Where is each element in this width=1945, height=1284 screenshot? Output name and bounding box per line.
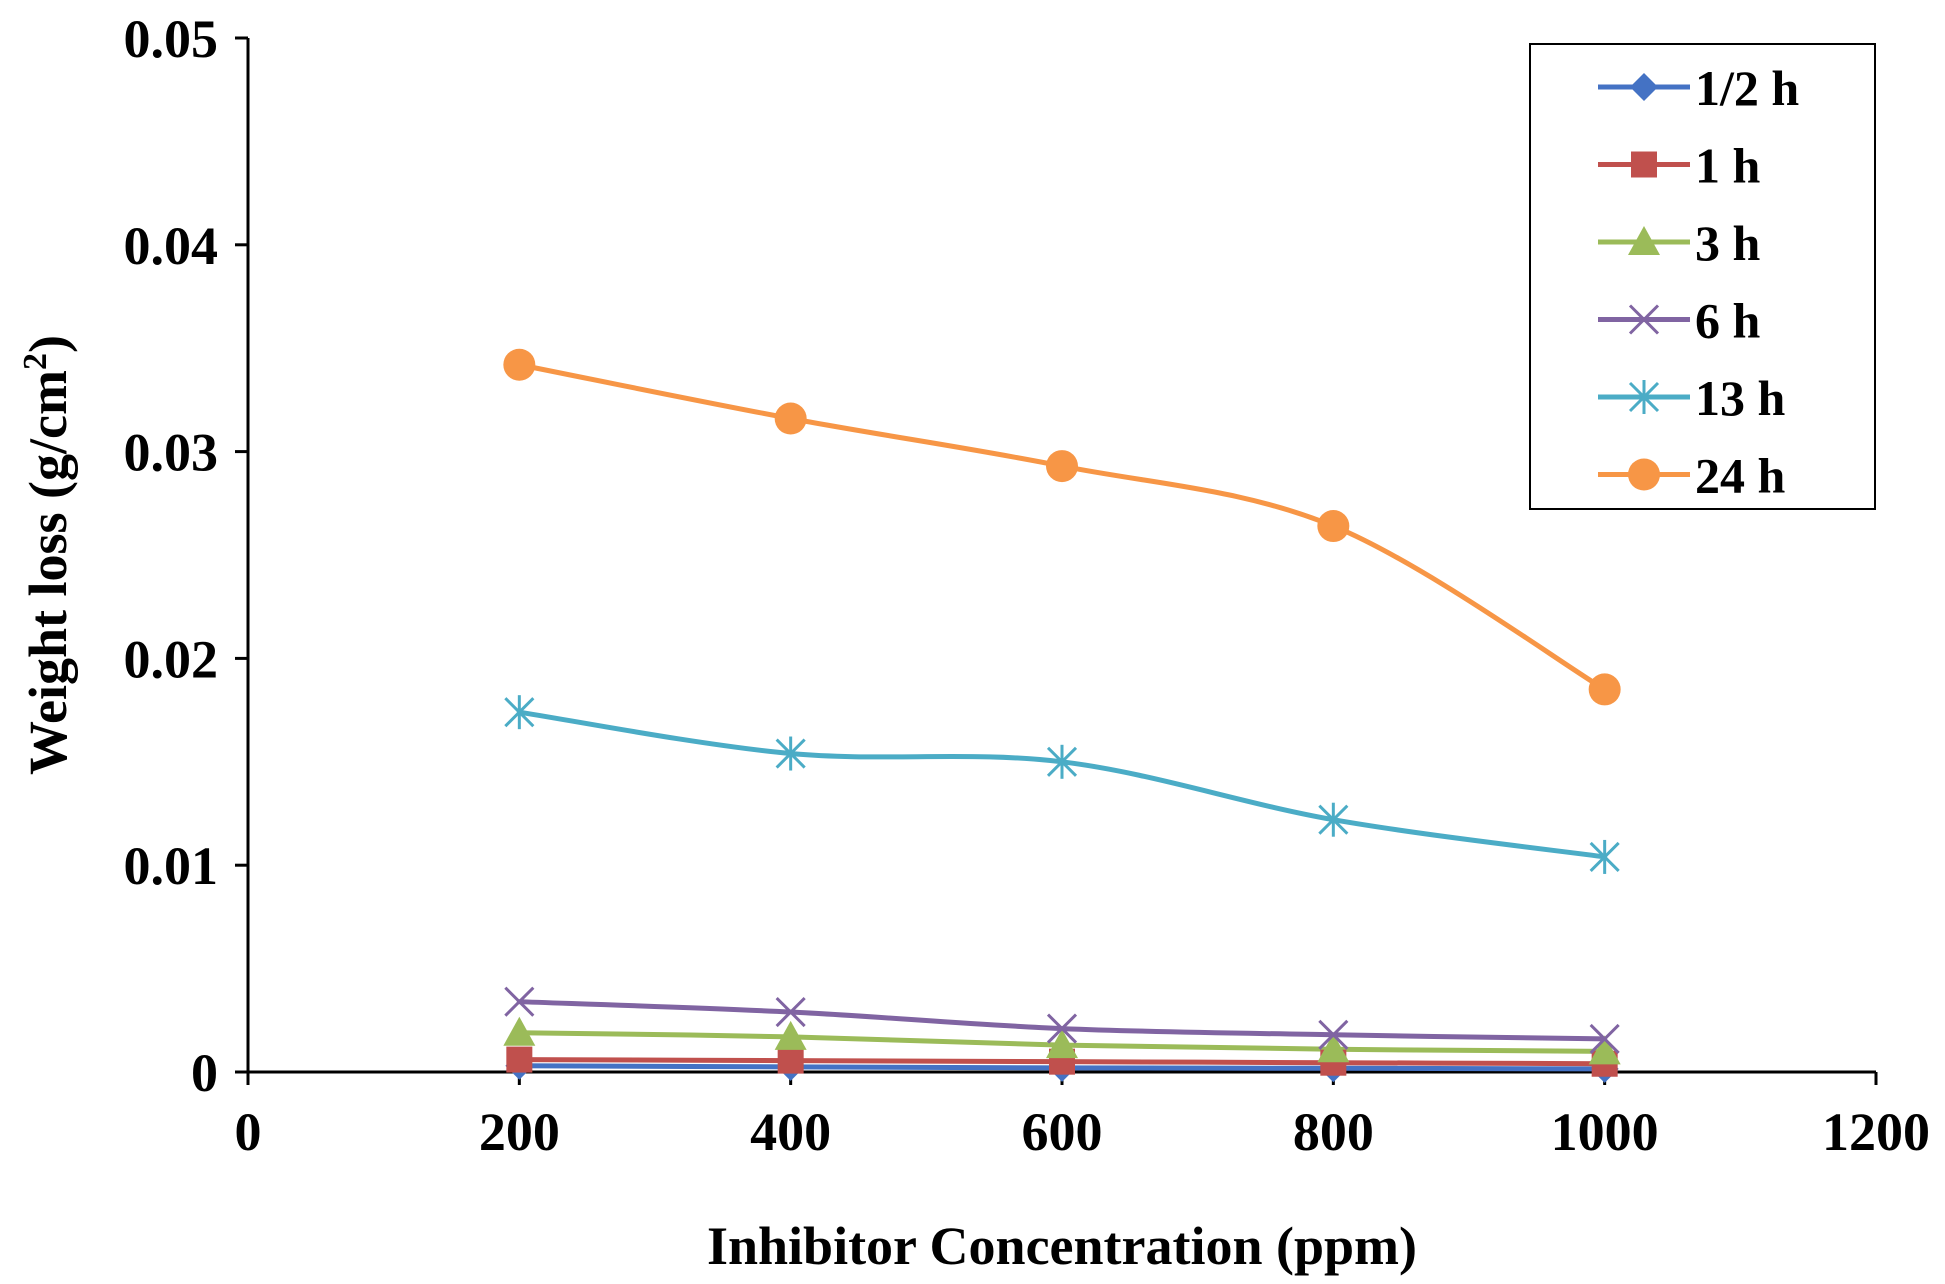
legend-label: 1 h (1695, 138, 1761, 194)
data-point (1046, 744, 1078, 779)
legend-label: 24 h (1695, 448, 1786, 504)
x-tick-label: 1000 (1551, 1102, 1659, 1162)
legend-items: 1/2 h 1 h 3 h 6 h 13 h 24 h (1598, 60, 1799, 504)
legend-marker (1630, 73, 1658, 101)
data-point (1317, 510, 1350, 543)
legend-label: 6 h (1695, 293, 1761, 349)
legend-entry: 1 h (1598, 138, 1761, 194)
x-tick-label: 800 (1293, 1102, 1374, 1162)
y-axis-title: Weight loss (g/cm2) (17, 335, 78, 775)
data-point (774, 1020, 807, 1050)
y-axis-title-main: Weight loss (g/cm (18, 370, 78, 775)
legend-marker (1628, 226, 1660, 255)
legend-entry: 1/2 h (1598, 60, 1799, 116)
legend-entry: 3 h (1598, 215, 1761, 271)
data-point (1046, 1013, 1078, 1044)
data-point (775, 996, 806, 1028)
data-point (1588, 1035, 1621, 1065)
legend-entry: 24 h (1598, 448, 1786, 504)
x-tick-label: 400 (750, 1102, 831, 1162)
x-axis-title: Inhibitor Concentration (ppm) (707, 1216, 1417, 1276)
data-point (1589, 839, 1620, 874)
y-tick-label: 0 (191, 1043, 218, 1103)
y-tick-label: 0.02 (124, 629, 219, 689)
data-point (503, 1016, 536, 1046)
legend-marker (1631, 151, 1657, 178)
data-point (503, 348, 536, 381)
legend-marker (1628, 304, 1660, 335)
x-tick-label: 600 (1022, 1102, 1103, 1162)
legend-marker (1628, 458, 1660, 491)
data-point (1318, 802, 1349, 837)
data-point (1318, 1019, 1349, 1050)
legend-label: 3 h (1695, 215, 1761, 271)
data-point (1046, 1029, 1078, 1059)
y-tick-label: 0.04 (124, 216, 219, 276)
series-line-6 (516, 362, 1608, 692)
data-point (777, 1047, 804, 1074)
data-point (1588, 673, 1621, 706)
y-tick-label: 0.05 (124, 9, 219, 69)
legend-entry: 6 h (1598, 293, 1761, 349)
x-tick-label: 0 (235, 1102, 262, 1162)
y-tick-label: 0.01 (124, 836, 219, 896)
y-axis-title-superscript: 2 (17, 353, 54, 370)
series-markers (503, 348, 1621, 1083)
legend: 1/2 h 1 h 3 h 6 h 13 h 24 h (1529, 43, 1876, 510)
data-point (504, 695, 535, 730)
y-tick-label: 0.03 (124, 423, 219, 483)
data-point (775, 736, 806, 771)
y-ticks: 0 0.01 0.02 0.03 0.04 0.05 (124, 9, 248, 1103)
data-point (1589, 1023, 1620, 1054)
data-point (1317, 1033, 1350, 1063)
legend-label: 1/2 h (1695, 60, 1799, 116)
data-point (504, 986, 535, 1017)
data-point (506, 1046, 533, 1073)
legend-entry: 13 h (1598, 370, 1786, 426)
x-tick-label: 200 (479, 1102, 560, 1162)
data-point (774, 402, 807, 435)
y-axis-title-close: ) (18, 335, 78, 353)
legend-box (1529, 43, 1876, 510)
legend-label: 13 h (1695, 370, 1786, 426)
x-ticks: 0 200 400 600 800 1000 1200 (235, 1072, 1930, 1162)
data-point (1046, 450, 1078, 483)
series-line-5 (516, 709, 1608, 860)
legend-marker (1628, 380, 1660, 414)
x-tick-label: 1200 (1822, 1102, 1930, 1162)
